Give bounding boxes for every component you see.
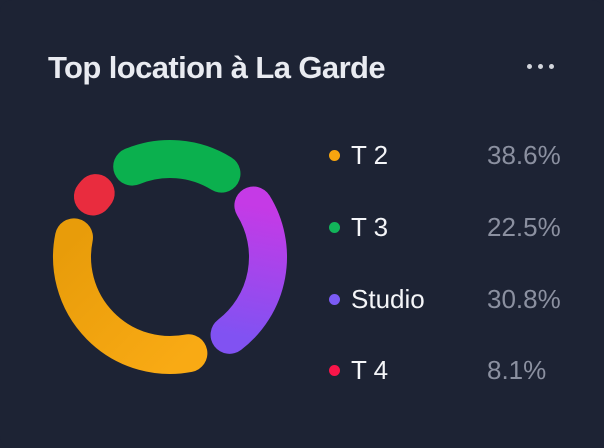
card-menu-button[interactable] — [519, 56, 562, 77]
legend-value: 22.5% — [487, 212, 561, 243]
legend-label: T 2 — [351, 140, 389, 171]
legend-label: T 4 — [351, 355, 389, 386]
donut-segment-t2[interactable] — [53, 218, 208, 374]
legend-dot — [329, 293, 340, 305]
menu-dot — [549, 64, 554, 69]
legend-dot — [329, 365, 340, 377]
donut-segment-t3[interactable] — [113, 140, 241, 193]
legend-item-t3[interactable]: T 3 22.5% — [329, 192, 564, 264]
card-title: Top location à La Garde — [48, 50, 386, 85]
legend-item-t4[interactable]: T 4 8.1% — [329, 335, 564, 407]
legend-item-t2[interactable]: T 2 38.6% — [329, 120, 564, 192]
menu-dot — [538, 64, 543, 69]
legend-value: 30.8% — [487, 283, 561, 314]
legend-value: 38.6% — [487, 140, 561, 171]
legend-label: Studio — [351, 283, 425, 314]
ellipsis-icon — [527, 64, 554, 69]
donut-segment-studio[interactable] — [210, 186, 287, 354]
legend-label: T 3 — [351, 212, 389, 243]
legend-value: 8.1% — [487, 355, 547, 386]
menu-dot — [527, 64, 532, 69]
legend-dot — [329, 222, 340, 234]
donut-segment-t4[interactable] — [73, 174, 115, 216]
legend: T 2 38.6% T 3 22.5% Studio 30.8% T 4 8.1… — [329, 120, 564, 407]
legend-item-studio[interactable]: Studio 30.8% — [329, 263, 564, 335]
legend-dot — [329, 150, 340, 162]
